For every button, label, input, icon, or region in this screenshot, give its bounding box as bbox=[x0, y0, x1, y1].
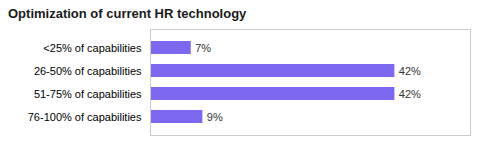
svg-text:7%: 7% bbox=[195, 42, 211, 54]
html-text:Optimization of current HR tec: Optimization of current HR technology bbox=[8, 6, 247, 21]
svg-text:42%: 42% bbox=[399, 65, 421, 77]
svg-text:<25% of capabilities: <25% of capabilities bbox=[43, 42, 142, 54]
svg-text:26-50% of capabilities: 26-50% of capabilities bbox=[34, 65, 142, 77]
svg-text:9%: 9% bbox=[207, 111, 223, 123]
svg-text:51-75% of capabilities: 51-75% of capabilities bbox=[34, 88, 142, 100]
svg-text:76-100% of capabilities: 76-100% of capabilities bbox=[28, 111, 142, 123]
svg-text:42%: 42% bbox=[399, 88, 421, 100]
